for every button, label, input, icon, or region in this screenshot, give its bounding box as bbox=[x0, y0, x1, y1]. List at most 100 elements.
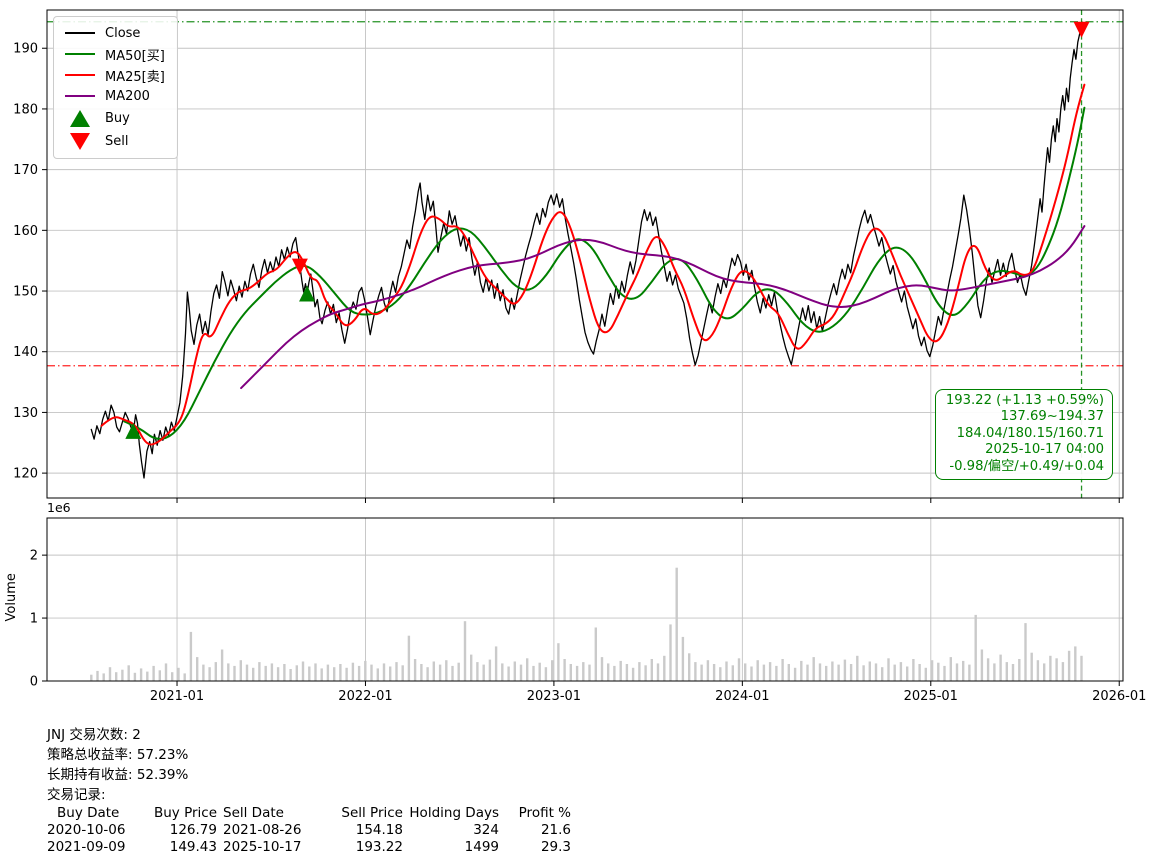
volume-bar bbox=[333, 667, 336, 681]
col-header-sell-date: Sell Date bbox=[223, 805, 284, 821]
volume-bar bbox=[494, 646, 498, 681]
chart-legend: Close MA50[买] MA25[卖] MA200 Buy Sell bbox=[53, 16, 178, 159]
volume-bar bbox=[849, 664, 853, 681]
volume-bar bbox=[1030, 652, 1033, 681]
ma25-line bbox=[100, 83, 1086, 446]
volume-bar bbox=[962, 660, 965, 681]
price-tick-label: 190 bbox=[13, 42, 38, 57]
trade-row-cell: 149.43 bbox=[169, 839, 217, 855]
volume-bar bbox=[663, 655, 666, 681]
volume-bar bbox=[912, 659, 915, 681]
trade-log-title: 交易记录: bbox=[47, 787, 106, 803]
legend-label: Sell bbox=[105, 133, 129, 149]
trade-row-cell: 21.6 bbox=[540, 822, 571, 838]
trades-table: Buy Date Buy Price Sell Date Sell Price … bbox=[47, 805, 571, 856]
volume-bar bbox=[1011, 664, 1015, 681]
date-tick-label: 2023-01 bbox=[527, 689, 581, 704]
volume-bar bbox=[1049, 655, 1052, 681]
annotation-datetime: 2025-10-17 04:00 bbox=[985, 442, 1104, 458]
volume-bar bbox=[513, 661, 516, 681]
trade-row-cell: 29.3 bbox=[540, 839, 571, 855]
volume-bar bbox=[320, 668, 323, 681]
volume-bar bbox=[607, 663, 610, 681]
ma200-line bbox=[240, 225, 1086, 390]
volume-tick-label: 0 bbox=[30, 675, 38, 690]
legend-label: MA50[买] bbox=[105, 48, 165, 64]
volume-bar bbox=[108, 667, 112, 681]
volume-bar bbox=[463, 621, 467, 681]
volume-bar bbox=[357, 665, 361, 681]
volume-bar bbox=[202, 664, 205, 681]
volume-bar bbox=[974, 614, 977, 681]
volume-bar bbox=[594, 627, 597, 681]
volume-bar bbox=[775, 665, 778, 681]
volume-bar bbox=[476, 662, 479, 681]
date-tick-label: 2022-01 bbox=[338, 689, 392, 704]
volume-bar bbox=[787, 664, 790, 681]
volume-bar bbox=[993, 663, 996, 681]
trade-row-cell: 126.79 bbox=[169, 822, 217, 838]
sell-marker bbox=[291, 258, 308, 275]
volume-bar bbox=[115, 672, 118, 681]
volume-bar bbox=[208, 667, 211, 681]
trade-row-cell: 193.22 bbox=[355, 839, 403, 855]
close-line bbox=[90, 28, 1083, 479]
volume-bar bbox=[1005, 662, 1008, 681]
volume-bar bbox=[121, 669, 124, 681]
volume-bar bbox=[694, 662, 697, 681]
volume-bar bbox=[171, 672, 174, 681]
volume-bar bbox=[133, 672, 137, 681]
volume-bar bbox=[1061, 662, 1065, 681]
volume-bar bbox=[407, 635, 411, 681]
volume-bar bbox=[638, 662, 641, 681]
volume-bar bbox=[955, 663, 959, 681]
legend-item-sell: Sell bbox=[64, 132, 165, 150]
volume-bar bbox=[706, 660, 710, 681]
volume-bar bbox=[712, 664, 716, 681]
volume-bar bbox=[152, 665, 155, 681]
legend-label: Close bbox=[105, 25, 141, 41]
volume-bar bbox=[139, 668, 143, 681]
volume-bar bbox=[283, 664, 286, 681]
volume-bar bbox=[339, 664, 342, 681]
annotation-box: 193.22 (+1.13 +0.59%) 137.69~194.37 184.… bbox=[934, 389, 1113, 481]
volume-bar bbox=[426, 667, 429, 681]
legend-label: MA200 bbox=[105, 88, 150, 104]
volume-bar bbox=[688, 653, 691, 681]
volume-bar bbox=[575, 665, 579, 681]
legend-label: MA25[卖] bbox=[105, 69, 165, 85]
volume-bar bbox=[899, 662, 903, 681]
volume-bar bbox=[631, 667, 635, 681]
trade-count-line: JNJ 交易次数: 2 bbox=[47, 727, 141, 743]
volume-bar bbox=[308, 666, 311, 681]
volume-bar bbox=[750, 666, 753, 681]
volume-bar bbox=[445, 660, 448, 681]
volume-bar bbox=[345, 667, 348, 681]
volume-bar bbox=[551, 660, 554, 681]
volume-bar bbox=[744, 663, 747, 681]
volume-bar bbox=[943, 665, 946, 681]
volume-bar bbox=[881, 667, 884, 681]
volume-bar bbox=[700, 664, 703, 681]
volume-bar bbox=[158, 670, 161, 681]
trade-row-cell: 2025-10-17 bbox=[223, 839, 302, 855]
col-header-holding-days: Holding Days bbox=[409, 805, 499, 821]
legend-item-buy: Buy bbox=[64, 109, 165, 127]
volume-bar bbox=[725, 661, 728, 681]
volume-bar bbox=[183, 673, 186, 681]
volume-bar bbox=[918, 664, 921, 681]
volume-bar bbox=[781, 659, 784, 681]
volume-bar bbox=[1018, 659, 1021, 681]
volume-bar bbox=[364, 660, 367, 681]
volume-bar bbox=[438, 664, 442, 681]
ma50-line-swatch bbox=[64, 52, 96, 56]
volume-bar bbox=[376, 668, 379, 681]
price-tick-label: 180 bbox=[13, 102, 38, 117]
volume-bar bbox=[756, 660, 759, 681]
annotation-ma-values: 184.04/180.15/160.71 bbox=[956, 425, 1104, 441]
legend-label: Buy bbox=[105, 110, 130, 126]
volume-bar bbox=[1043, 663, 1046, 681]
volume-bar bbox=[127, 665, 130, 681]
sell-triangle-icon bbox=[64, 132, 96, 150]
volume-bar bbox=[800, 660, 803, 681]
